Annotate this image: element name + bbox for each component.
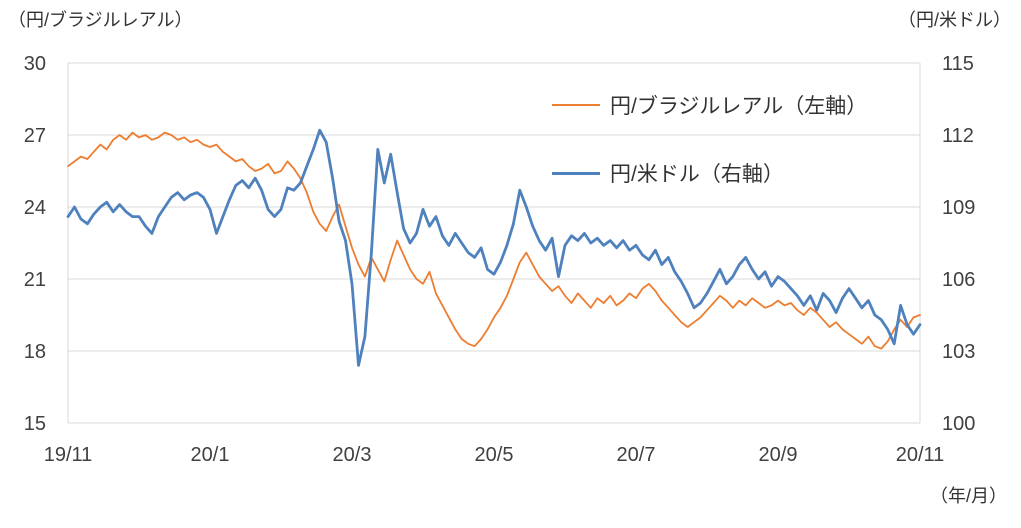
x-axis-tick-label: 20/7: [617, 444, 656, 466]
legend: 円/ブラジルレアル（左軸） 円/米ドル（右軸）: [552, 90, 867, 188]
right-axis-tick-label: 103: [942, 341, 975, 363]
x-axis-tick-label: 19/11: [44, 444, 93, 466]
left-axis-unit-label: （円/ブラジルレアル）: [8, 10, 193, 30]
left-axis-tick-label: 21: [24, 269, 46, 291]
left-axis-tick-label: 18: [24, 341, 46, 363]
x-axis-tick-label: 20/3: [333, 444, 372, 466]
right-axis-tick-label: 100: [942, 413, 975, 435]
x-axis-unit-label: （年/月）: [929, 486, 1007, 506]
right-axis-tick-label: 106: [942, 269, 975, 291]
x-axis-tick-label: 20/5: [475, 444, 514, 466]
x-axis-tick-label: 20/1: [191, 444, 230, 466]
x-axis-tick-label: 20/9: [759, 444, 798, 466]
legend-label-brl: 円/ブラジルレアル（左軸）: [610, 95, 868, 118]
right-axis-tick-label: 109: [942, 197, 975, 219]
right-axis-tick-label: 112: [942, 125, 974, 147]
legend-item-usd: 円/米ドル（右軸）: [552, 158, 867, 188]
right-axis-unit-label: （円/米ドル）: [897, 10, 1011, 30]
jpy-usd-line: [66, 128, 922, 367]
left-axis-tick-label: 30: [24, 53, 46, 75]
x-axis-tick-label: 20/11: [896, 444, 945, 466]
brl-line-swatch: [552, 104, 600, 106]
left-axis-tick-label: 15: [24, 413, 46, 435]
legend-item-brl: 円/ブラジルレアル（左軸）: [552, 90, 867, 120]
jpy-brl-line: [67, 131, 921, 350]
legend-label-usd: 円/米ドル（右軸）: [610, 163, 784, 186]
left-axis-tick-label: 27: [24, 125, 46, 147]
usd-line-swatch: [552, 171, 600, 175]
right-axis-tick-label: 115: [942, 53, 974, 75]
left-axis-tick-label: 24: [24, 197, 46, 219]
